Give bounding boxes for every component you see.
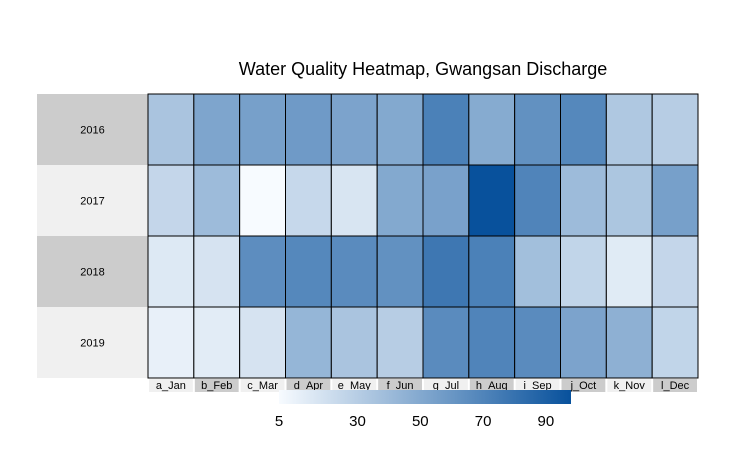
heatmap-cell	[147, 235, 195, 308]
heatmap-cell	[651, 93, 699, 166]
column-label-bg	[607, 379, 652, 392]
heatmap-cell	[239, 93, 287, 166]
column-label-bg	[515, 379, 560, 392]
column-label-bg	[194, 379, 239, 392]
column-label-panel: a_Jan b_Feb c_Mar d_Apr e_May f_Jun g_Jul h_Aug…	[149, 379, 697, 392]
heatmap-cell	[422, 306, 470, 379]
row-label: 2019	[80, 338, 104, 350]
column-label: k_Nov	[614, 380, 646, 392]
heatmap-cell	[560, 306, 607, 379]
column-label: f_Jun	[387, 380, 414, 392]
row-label: 2018	[80, 267, 104, 279]
heatmap-cell	[468, 164, 516, 237]
heatmap-cell	[422, 235, 470, 308]
column-label-bg	[286, 379, 331, 392]
column-label: g_Jul	[433, 380, 459, 392]
heatmap-cell	[147, 164, 195, 237]
heatmap-cell	[514, 164, 562, 237]
column-label: i_Sep	[524, 380, 552, 392]
heatmap-cell	[605, 93, 653, 166]
heatmap-cell	[193, 306, 241, 379]
column-label: c_Mar	[247, 380, 278, 392]
heatmap-cell	[605, 164, 653, 237]
heatmap-cell	[239, 306, 287, 379]
heatmap-cell	[239, 164, 287, 237]
row-label-bg	[37, 94, 148, 165]
heatmap-cell	[376, 164, 424, 237]
column-label-bg	[469, 379, 514, 392]
row-label: 2017	[80, 196, 104, 208]
heatmap-cell	[605, 235, 653, 308]
heatmap-cell	[285, 306, 332, 379]
column-label: j_Oct	[570, 380, 597, 392]
legend-color-bar	[279, 390, 571, 404]
heatmap-cell	[147, 93, 195, 166]
row-label-panel: 2016 2017 2018 2019	[37, 94, 148, 378]
column-label: b_Feb	[201, 380, 232, 392]
heatmap-cell	[193, 93, 241, 166]
legend-tick-label: 70	[475, 413, 492, 430]
heatmap-cell	[422, 93, 470, 166]
heatmap-cell	[330, 164, 378, 237]
heatmap-cell	[514, 235, 562, 308]
heatmap-cell	[285, 235, 332, 308]
heatmap-cell	[330, 235, 378, 308]
color-legend: 5 30 50 70 90	[275, 390, 571, 430]
heatmap-cell	[651, 235, 699, 308]
heatmap-cell	[193, 164, 241, 237]
column-label-bg	[378, 379, 422, 392]
heatmap-cell	[376, 93, 424, 166]
heatmap-cell	[560, 93, 607, 166]
heatmap-cell	[560, 235, 607, 308]
column-label-bg	[240, 379, 285, 392]
heatmap-cell	[193, 235, 241, 308]
column-label: l_Dec	[661, 380, 690, 392]
column-label-bg	[561, 379, 606, 392]
heatmap-cell	[330, 93, 378, 166]
column-label: d_Apr	[294, 380, 324, 392]
heatmap-cell	[376, 235, 424, 308]
legend-tick-label: 90	[538, 413, 555, 430]
heatmap-cell	[285, 93, 332, 166]
heatmap-cell	[147, 306, 195, 379]
row-label-bg	[37, 165, 148, 236]
heatmap-cell	[514, 306, 562, 379]
heatmap-cell	[285, 164, 332, 237]
heatmap-cell	[422, 164, 470, 237]
legend-tick-label: 50	[412, 413, 429, 430]
column-label-bg	[149, 379, 193, 392]
legend-tick-label: 5	[275, 413, 283, 430]
heatmap-cell	[560, 164, 607, 237]
heatmap-cell	[468, 306, 516, 379]
heatmap-cell	[651, 306, 699, 379]
heatmap-cells	[147, 93, 699, 379]
column-label: a_Jan	[156, 380, 186, 392]
row-label: 2016	[80, 125, 104, 137]
row-label-bg	[37, 236, 148, 307]
column-label: e_May	[338, 380, 372, 392]
column-label-bg	[653, 379, 697, 392]
chart-title: Water Quality Heatmap, Gwangsan Discharg…	[239, 59, 608, 79]
heatmap-cell	[468, 93, 516, 166]
column-label-bg	[332, 379, 377, 392]
heatmap-cell	[376, 306, 424, 379]
column-label: h_Aug	[476, 380, 508, 392]
legend-tick-label: 30	[349, 413, 366, 430]
heatmap-cell	[468, 235, 516, 308]
heatmap-cell	[330, 306, 378, 379]
heatmap-cell	[514, 93, 562, 166]
column-label-bg	[424, 379, 468, 392]
heatmap-cell	[239, 235, 287, 308]
heatmap-cell	[605, 306, 653, 379]
heatmap-cell	[651, 164, 699, 237]
row-label-bg	[37, 307, 148, 378]
